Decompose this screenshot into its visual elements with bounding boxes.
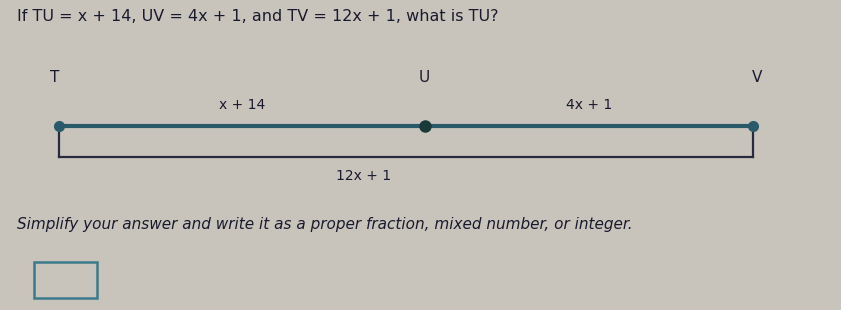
Text: 4x + 1: 4x + 1 bbox=[566, 98, 611, 112]
Text: U: U bbox=[419, 70, 431, 85]
Text: If TU = x + 14, UV = 4x + 1, and TV = 12x + 1, what is TU?: If TU = x + 14, UV = 4x + 1, and TV = 12… bbox=[17, 9, 499, 24]
Text: x + 14: x + 14 bbox=[219, 98, 265, 112]
Text: T: T bbox=[50, 70, 60, 85]
Text: V: V bbox=[752, 70, 762, 85]
Text: Simplify your answer and write it as a proper fraction, mixed number, or integer: Simplify your answer and write it as a p… bbox=[17, 217, 632, 232]
Text: 12x + 1: 12x + 1 bbox=[336, 169, 391, 183]
FancyBboxPatch shape bbox=[34, 262, 97, 298]
